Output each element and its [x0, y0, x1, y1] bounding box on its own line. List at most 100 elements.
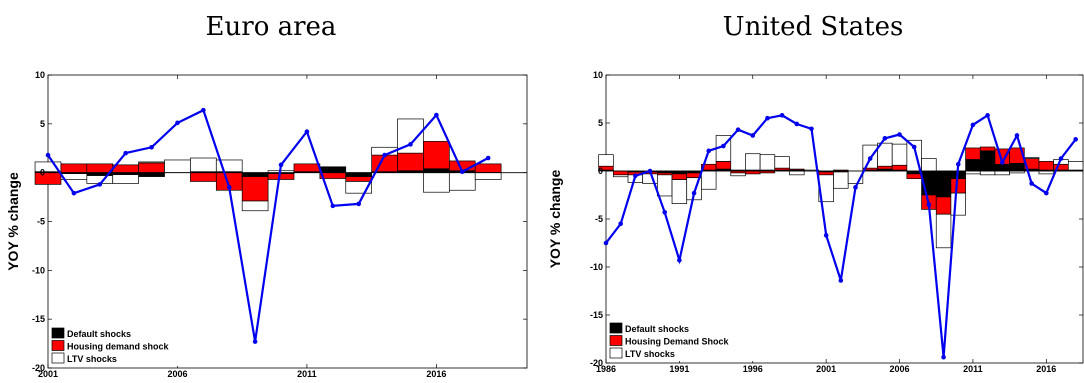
line-point-0-13 — [794, 121, 800, 127]
legend-label-0: Default shocks — [67, 329, 131, 339]
y-tick-label: -5 — [595, 214, 603, 224]
line-point-0-10 — [304, 129, 310, 134]
bar-0-25 — [965, 159, 981, 172]
bar-0-11 — [319, 166, 347, 174]
bar-2-4 — [657, 174, 673, 197]
y-tick-label: -15 — [590, 310, 603, 320]
y-tick-label: 0 — [40, 168, 45, 178]
line-point-0-31 — [1058, 156, 1064, 161]
bar-2-16 — [448, 172, 476, 191]
line-point-0-17 — [853, 185, 858, 190]
bar-0-4 — [138, 172, 165, 177]
bar-2-22 — [921, 158, 937, 172]
bar-1-13 — [789, 168, 805, 171]
bar-0-8 — [241, 172, 269, 177]
bar-0-15 — [423, 168, 450, 174]
legend-swatch-1 — [609, 335, 623, 346]
bar-1-20 — [891, 164, 908, 171]
line-point-0-21 — [911, 144, 917, 150]
bar-1-12 — [345, 176, 372, 182]
euro-area-title: Euro area — [205, 12, 337, 42]
x-tick-label: 2001 — [38, 369, 58, 379]
bar-0-12 — [345, 172, 372, 177]
bar-1-1 — [60, 163, 88, 174]
line-point-0-29 — [1029, 181, 1034, 186]
line-point-0-4 — [149, 144, 154, 150]
bar-0-28 — [1009, 162, 1025, 172]
y-tick-label: 0 — [598, 166, 603, 176]
bar-2-8 — [241, 200, 269, 212]
line-point-0-0 — [603, 240, 609, 246]
bar-2-0 — [598, 154, 614, 167]
y-axis-label: YOY % change — [5, 172, 21, 271]
bar-2-5 — [164, 159, 191, 174]
bar-1-5 — [671, 173, 688, 180]
line-point-0-11 — [765, 115, 770, 121]
line-point-0-13 — [382, 152, 387, 158]
bar-2-16 — [833, 171, 849, 189]
bar-1-30 — [1038, 161, 1054, 171]
line-point-0-1 — [618, 221, 623, 227]
line-point-0-28 — [1014, 133, 1020, 138]
bar-2-29 — [1023, 157, 1040, 159]
line-point-0-4 — [662, 209, 668, 215]
bar-2-3 — [642, 173, 658, 184]
line-point-0-6 — [691, 190, 697, 196]
bar-2-27 — [994, 170, 1010, 176]
bar-0-23 — [935, 170, 952, 198]
bar-1-4 — [138, 162, 165, 174]
legend-box — [50, 326, 200, 366]
bar-2-6 — [190, 157, 217, 173]
line-point-0-1 — [71, 190, 77, 196]
line-point-0-10 — [750, 133, 756, 138]
line-point-0-32 — [1073, 137, 1078, 142]
line-point-0-18 — [867, 156, 873, 161]
y-tick-label: 10 — [593, 70, 603, 80]
line-point-0-24 — [955, 161, 961, 167]
line-point-0-2 — [97, 182, 103, 187]
legend-box — [608, 321, 758, 361]
bar-2-13 — [789, 170, 805, 176]
bar-1-15 — [423, 141, 450, 170]
united-states-panel: United States 10 5 0 -5 -10 -15 -20 1986 1991 199… — [542, 0, 1084, 383]
line-point-0-5 — [677, 257, 682, 263]
bar-2-9 — [730, 172, 746, 177]
line-point-0-8 — [252, 339, 258, 344]
bar-1-19 — [877, 165, 893, 170]
x-tick-label: 1991 — [669, 364, 689, 374]
bar-1-24 — [950, 178, 966, 194]
euro-area-panel: Euro area 10 5 0 -5 -10 -15 -20 2001 2006 2011 201… — [5, 12, 528, 379]
bar-1-23 — [935, 196, 952, 215]
bar-2-23 — [935, 213, 952, 249]
y-tick-label: 5 — [598, 118, 603, 128]
bar-1-28 — [1009, 147, 1025, 164]
bar-2-20 — [891, 143, 908, 166]
bar-2-12 — [774, 156, 790, 169]
line-point-0-9 — [278, 162, 284, 168]
legend-label-0: Default shocks — [625, 324, 689, 334]
x-tick-label: 2001 — [816, 364, 836, 374]
bar-2-15 — [423, 172, 450, 193]
legend-label-1: Housing demand shock — [67, 342, 170, 352]
y-tick-label: -15 — [32, 314, 45, 324]
bar-2-25 — [965, 170, 981, 175]
x-tick-label: 2011 — [963, 364, 983, 374]
y-tick-label: -10 — [32, 265, 45, 275]
bar-1-13 — [371, 154, 398, 173]
plot-frame — [605, 74, 1084, 364]
bar-1-2 — [86, 163, 114, 174]
line-point-0-3 — [647, 168, 653, 174]
line-point-0-8 — [721, 143, 726, 149]
bar-1-6 — [190, 172, 217, 182]
y-tick-label: -10 — [590, 262, 603, 272]
bar-1-8 — [241, 176, 269, 202]
bar-1-26 — [979, 146, 996, 152]
bar-2-5 — [671, 179, 688, 204]
line-point-0-20 — [897, 132, 902, 137]
bar-2-10 — [745, 153, 761, 171]
bar-2-17 — [474, 172, 502, 180]
x-tick-label: 2006 — [167, 369, 187, 379]
line-point-0-19 — [882, 136, 888, 141]
